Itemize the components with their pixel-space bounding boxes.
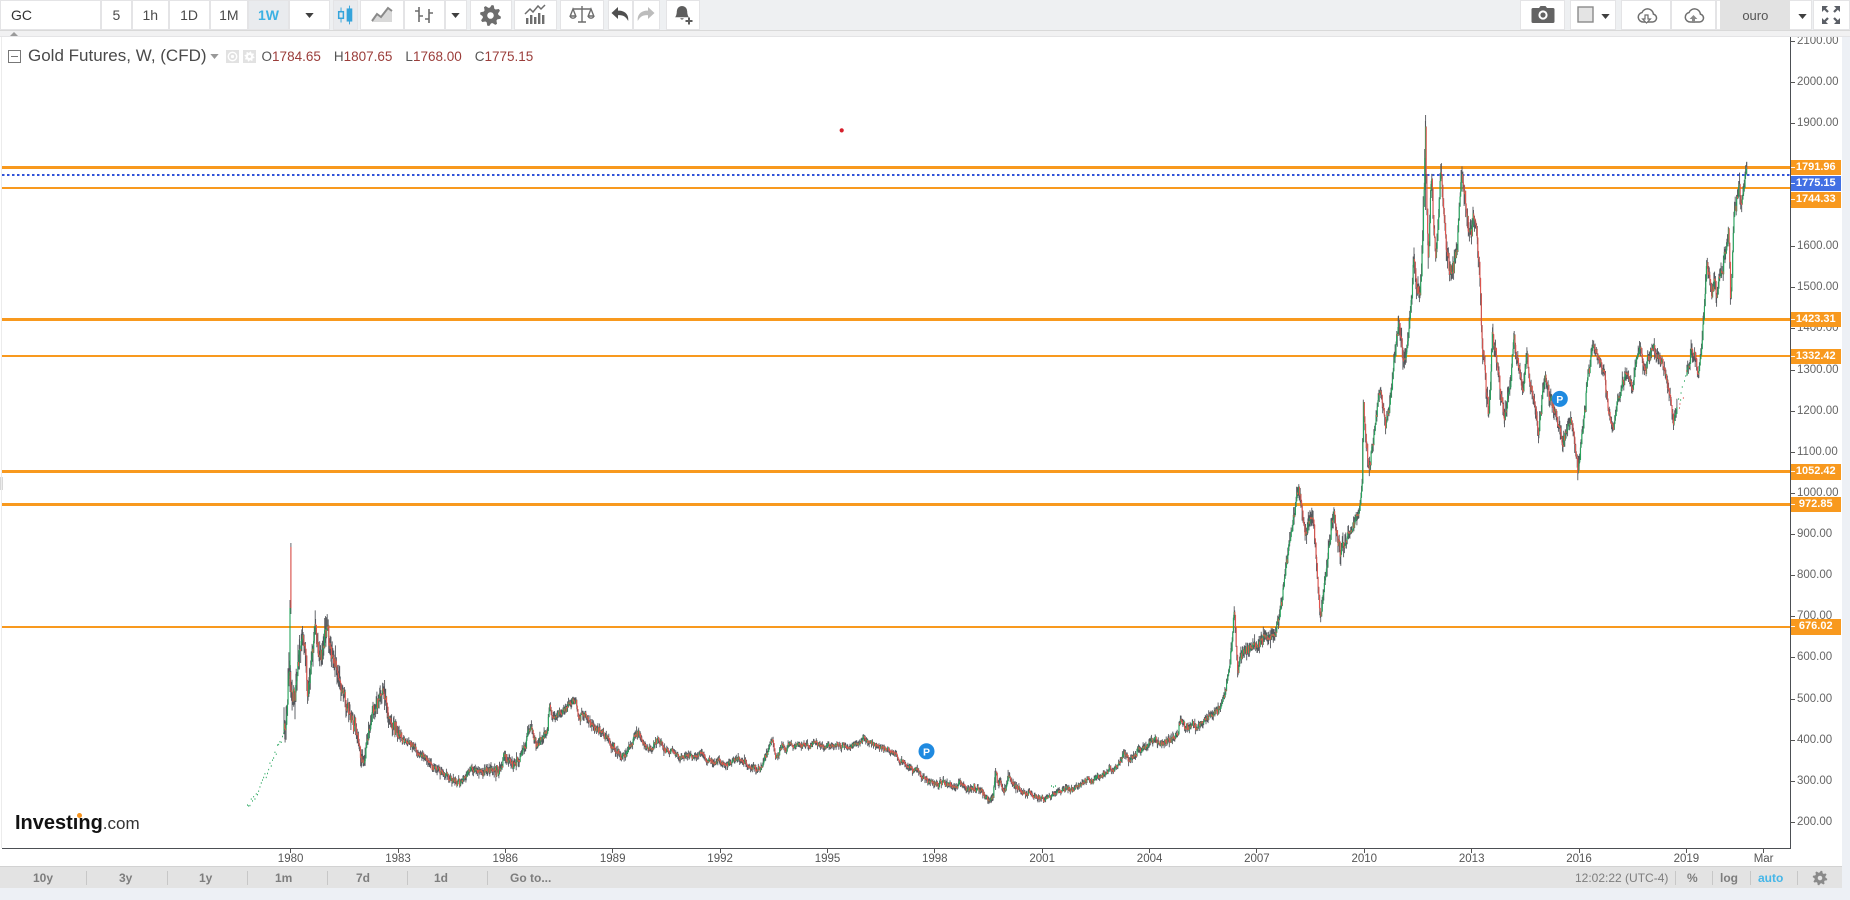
svg-text:P: P [923, 746, 930, 758]
svg-text:P: P [1556, 394, 1563, 406]
